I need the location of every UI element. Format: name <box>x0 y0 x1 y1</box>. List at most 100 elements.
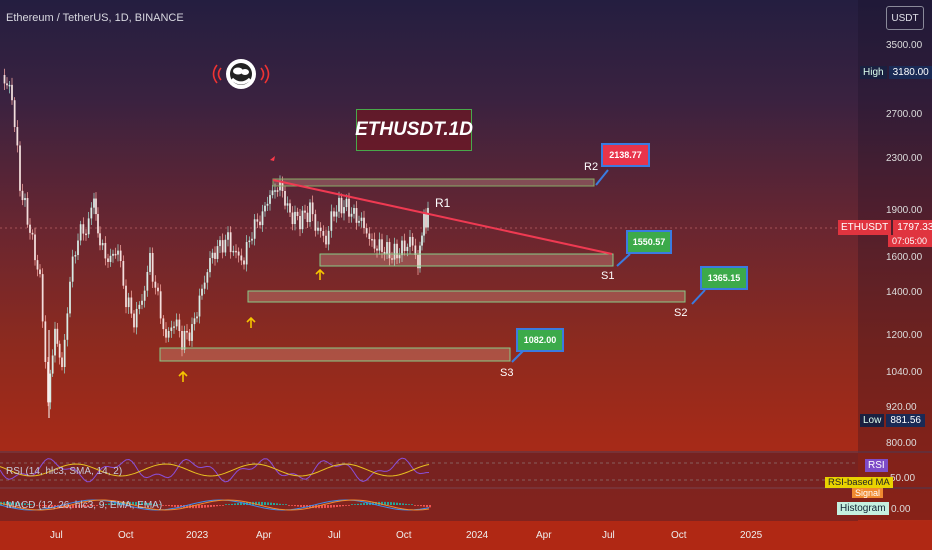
callout-connectors <box>511 169 706 363</box>
candle-body <box>69 281 71 314</box>
macd-histogram-bar <box>153 503 155 505</box>
candle-body <box>49 373 52 403</box>
macd-histogram-bar <box>321 505 323 509</box>
macd-histogram-bar <box>123 501 125 505</box>
rsi-legend[interactable]: RSI (14, hlc3, SMA, 14, 2) <box>6 466 123 477</box>
candle-body <box>85 233 87 236</box>
macd-histogram-bar <box>291 505 293 506</box>
low-label: Low <box>860 414 885 427</box>
macd-histogram-bar <box>24 503 26 505</box>
arrow-up-icon <box>315 268 325 280</box>
candle-body <box>276 190 279 192</box>
macd-histogram-bar <box>39 505 41 506</box>
macd-histogram-bar <box>96 505 98 506</box>
candle-body <box>36 260 39 270</box>
macd-histogram-bar <box>111 503 113 505</box>
macd-histogram-bar <box>222 505 224 506</box>
rsi-tag: RSI <box>865 459 888 472</box>
time-tick-label: Oct <box>396 530 412 541</box>
candle-body <box>251 238 253 241</box>
r2-price-callout[interactable]: 2138.77 <box>601 143 650 167</box>
candle-body <box>227 232 229 240</box>
candle-body <box>266 203 269 206</box>
macd-histogram-bar <box>303 505 305 508</box>
rsi-axis-value: 50.00 <box>890 473 916 484</box>
candle-body <box>322 230 325 236</box>
macd-histogram-bar <box>240 502 242 505</box>
candle-body <box>309 202 311 223</box>
candle-body <box>11 84 13 101</box>
time-tick-label: 2023 <box>186 530 209 541</box>
candle-body <box>51 355 54 374</box>
time-tick-label: 2025 <box>740 530 763 541</box>
currency-button[interactable]: USDT <box>886 6 924 30</box>
descending-trendline[interactable] <box>272 179 613 255</box>
low-value: 881.56 <box>886 414 925 427</box>
macd-hist-tag: Histogram <box>837 502 889 515</box>
candle-body <box>107 258 109 262</box>
label-s1: S1 <box>601 270 615 282</box>
macd-histogram-bar <box>294 505 296 507</box>
macd-histogram-bar <box>411 504 413 505</box>
candle-body <box>343 207 345 214</box>
macd-histogram-bar <box>231 503 233 505</box>
macd-histogram-bar <box>21 502 23 505</box>
macd-histogram-bar <box>219 505 221 506</box>
candle-body <box>296 211 299 217</box>
label-s3: S3 <box>500 367 514 379</box>
candle-body <box>269 195 271 204</box>
candle-body <box>248 240 251 243</box>
candle-body <box>237 251 240 256</box>
s3-price-callout[interactable]: 1082.00 <box>516 328 564 352</box>
macd-histogram-bar <box>156 504 158 505</box>
candle-body <box>175 319 178 327</box>
macd-histogram-bar <box>276 503 278 505</box>
price-tick-label: 1400.00 <box>886 287 923 298</box>
candle-body <box>95 198 97 215</box>
macd-histogram-bar <box>375 501 377 505</box>
macd-histogram-bar <box>273 502 275 505</box>
macd-histogram-bar <box>129 501 131 505</box>
macd-histogram-bar <box>213 505 215 507</box>
macd-legend[interactable]: MACD (12, 26, hlc3, 9, EMA, EMA) <box>6 500 163 511</box>
candle-body <box>393 243 396 260</box>
macd-histogram-bar <box>207 505 209 508</box>
candle-body <box>117 250 119 255</box>
macd-signal-line <box>0 499 430 511</box>
arrow-icons <box>178 268 325 382</box>
candle-body <box>271 190 274 196</box>
candle-body <box>138 304 141 309</box>
candle-body <box>224 239 227 253</box>
macd-histogram-bar <box>33 504 35 505</box>
macd-histogram-bar <box>78 505 80 508</box>
macd-histogram-bar <box>357 503 359 505</box>
macd-histogram-bar <box>261 501 263 505</box>
candle-body <box>388 242 391 259</box>
macd-histogram-bar <box>210 505 212 508</box>
macd-histogram-bar <box>69 505 71 509</box>
macd-histogram-bar <box>87 505 89 507</box>
candle-body <box>178 319 181 332</box>
macd-histogram-bar <box>417 505 419 506</box>
candle-body <box>304 210 306 213</box>
macd-histogram-bar <box>165 505 167 506</box>
macd-histogram-bar <box>255 501 257 505</box>
s1-price-callout[interactable]: 1550.57 <box>626 230 672 254</box>
s2-price-callout[interactable]: 1365.15 <box>700 266 748 290</box>
candle-body <box>125 285 127 308</box>
candle-body <box>396 243 398 259</box>
price-scale-bg <box>858 0 932 520</box>
candle-body <box>157 287 159 292</box>
macd-histogram-bar <box>132 501 134 505</box>
candle-body <box>350 213 353 217</box>
candle-body <box>97 214 99 234</box>
candle-body <box>294 211 296 225</box>
macd-histogram-bar <box>12 502 14 505</box>
rsi-pane[interactable] <box>0 453 858 487</box>
macd-histogram-bar <box>114 502 116 505</box>
candle-body <box>77 240 79 256</box>
candle-body <box>383 251 386 255</box>
macd-histogram-bar <box>174 505 176 507</box>
